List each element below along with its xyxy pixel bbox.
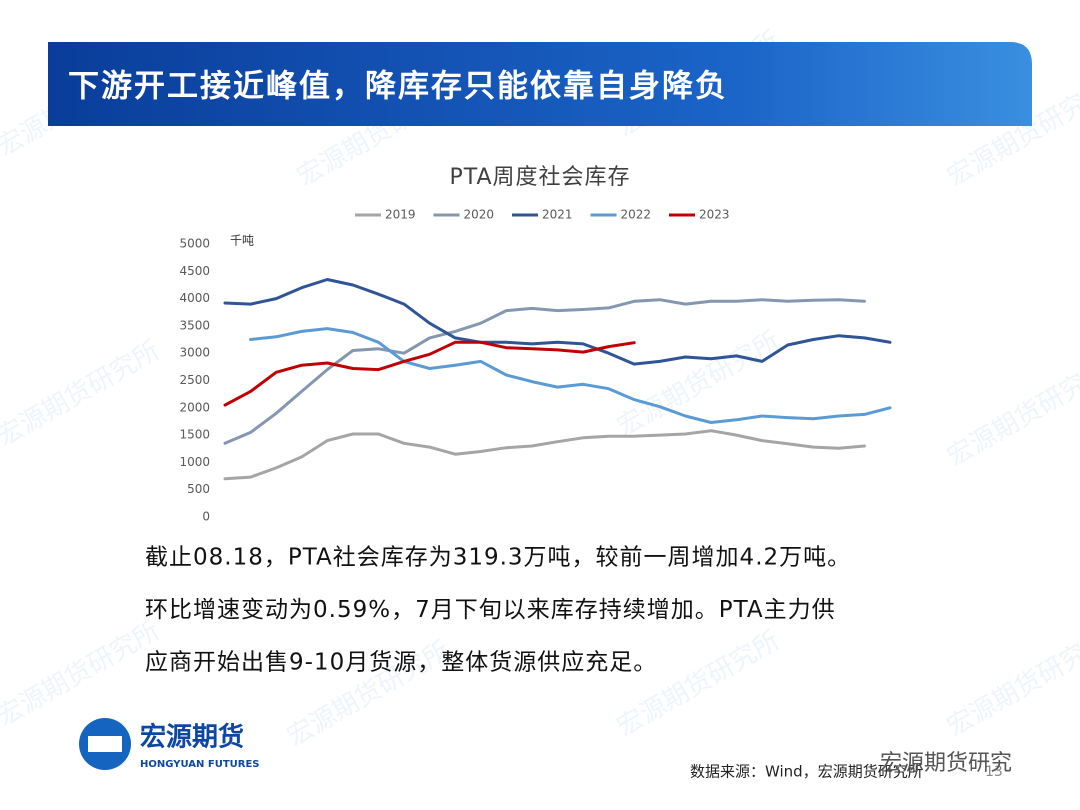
body-line: 截止08.18，PTA社会库存为319.3万吨，较前一周增加4.2万吨。 bbox=[145, 545, 851, 571]
y-tick-label: 2500 bbox=[179, 373, 210, 387]
legend-label: 2021 bbox=[542, 208, 573, 222]
series-line bbox=[223, 298, 866, 445]
y-tick-label: 3500 bbox=[179, 318, 210, 332]
legend-label: 2022 bbox=[621, 208, 652, 222]
watermark: 宏源期货研究所 bbox=[942, 356, 1080, 473]
legend-label: 2023 bbox=[699, 208, 730, 222]
header-title: 下游开工接近峰值，降库存只能依靠自身降负 bbox=[68, 69, 728, 105]
logo: 宏源期货 HONGYUAN FUTURES bbox=[79, 718, 260, 770]
y-tick-label: 500 bbox=[187, 482, 210, 496]
y-tick-label: 5000 bbox=[179, 237, 210, 251]
page-number: 13 bbox=[985, 764, 1003, 780]
logo-english: HONGYUAN FUTURES bbox=[140, 759, 260, 770]
body-text: 截止08.18，PTA社会库存为319.3万吨，较前一周增加4.2万吨。环比增速… bbox=[145, 545, 851, 676]
y-tick-label: 1500 bbox=[179, 428, 210, 442]
y-tick-label: 2000 bbox=[179, 400, 210, 414]
watermark: 宏源期货研究所 bbox=[0, 336, 165, 453]
y-tick-label: 0 bbox=[202, 510, 210, 524]
series-line bbox=[249, 327, 892, 424]
legend-label: 2020 bbox=[464, 208, 495, 222]
watermark: 宏源期货研究所 bbox=[612, 626, 785, 743]
logo-icon-bar bbox=[88, 736, 122, 752]
chart-title: PTA周度社会库存 bbox=[449, 165, 630, 190]
logo-name: 宏源期货 bbox=[140, 722, 244, 753]
y-tick-label: 4000 bbox=[179, 291, 210, 305]
y-tick-label: 4500 bbox=[179, 264, 210, 278]
body-line: 环比增速变动为0.59%，7月下旬以来库存持续增加。PTA主力供 bbox=[145, 597, 836, 623]
series-line bbox=[223, 429, 866, 481]
y-axis-label: 千吨 bbox=[230, 234, 254, 248]
legend-label: 2019 bbox=[385, 208, 416, 222]
watermark: 宏源期货研究所 bbox=[942, 626, 1080, 743]
wechat-mark: 宏源期货研究 bbox=[880, 751, 1012, 776]
watermark: 宏源期货研究所 bbox=[612, 326, 785, 443]
series-line bbox=[223, 340, 636, 407]
y-tick-label: 1000 bbox=[179, 455, 210, 469]
footer-source: 数据来源：Wind，宏源期货研究所 bbox=[690, 763, 923, 781]
watermark: 宏源期货研究所 bbox=[0, 616, 165, 733]
y-tick-label: 3000 bbox=[179, 346, 210, 360]
header-bar bbox=[48, 42, 1032, 126]
body-line: 应商开始出售9-10月货源，整体货源供应充足。 bbox=[145, 650, 657, 676]
series-line bbox=[223, 278, 892, 366]
